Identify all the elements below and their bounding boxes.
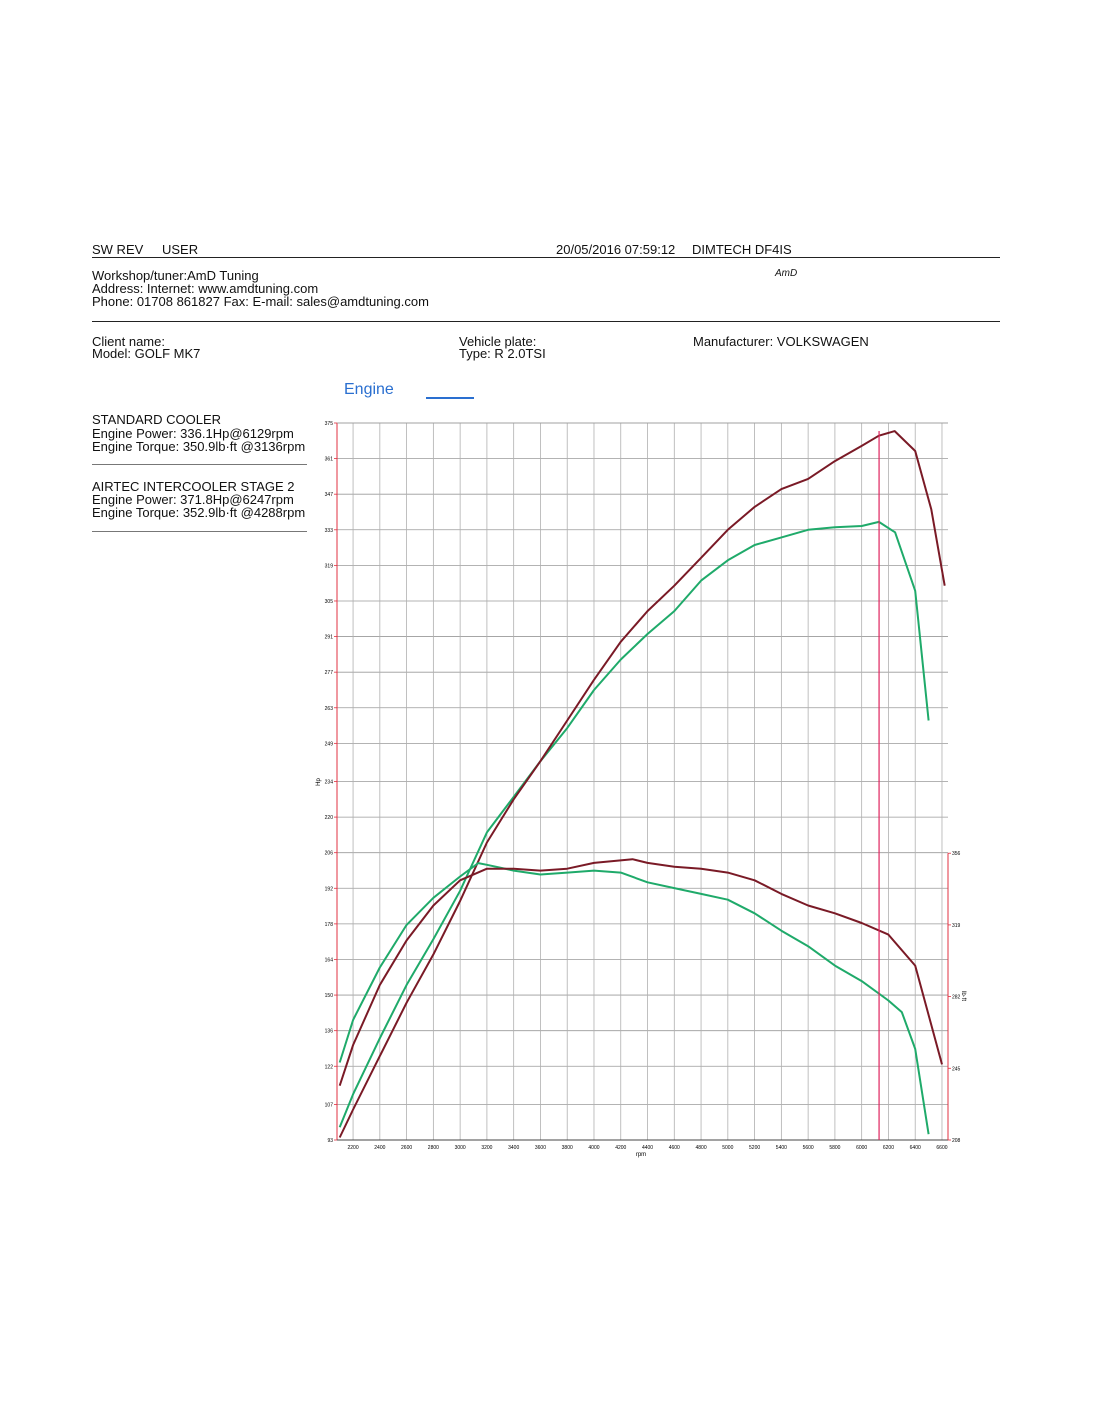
y2-tick-label: 319 bbox=[952, 923, 961, 929]
x-tick-label: 4800 bbox=[695, 1145, 706, 1151]
y-tick-label: 333 bbox=[325, 528, 334, 534]
workshop-line: Workshop/tuner:AmD Tuning bbox=[92, 268, 259, 283]
x-axis-label: rpm bbox=[636, 1152, 646, 1158]
x-tick-label: 2400 bbox=[374, 1145, 385, 1151]
y-tick-label: 277 bbox=[325, 670, 334, 676]
device: DIMTECH DF4IS bbox=[692, 242, 792, 257]
y-tick-label: 206 bbox=[325, 851, 334, 857]
chart-title: Engine bbox=[344, 381, 394, 398]
result-torque: Engine Torque: 350.9lb·ft @3136rpm bbox=[92, 439, 306, 454]
result-title: AIRTEC INTERCOOLER STAGE 2 bbox=[92, 479, 295, 494]
y-tick-label: 192 bbox=[325, 886, 334, 892]
x-tick-label: 4400 bbox=[642, 1145, 653, 1151]
series-line bbox=[338, 862, 930, 1135]
plate: Vehicle plate: bbox=[459, 334, 537, 349]
workshop-line: Address: Internet: www.amdtuning.com bbox=[92, 281, 319, 296]
y-tick-label: 319 bbox=[325, 563, 334, 569]
x-tick-label: 5800 bbox=[829, 1145, 840, 1151]
x-tick-label: 3400 bbox=[508, 1145, 519, 1151]
y-tick-label: 93 bbox=[327, 1138, 333, 1144]
y-tick-label: 178 bbox=[325, 922, 334, 928]
result-rule bbox=[92, 531, 307, 532]
result-power: Engine Power: 336.1Hp@6129rpm bbox=[92, 426, 294, 441]
y-tick-label: 150 bbox=[325, 993, 334, 999]
x-tick-label: 2600 bbox=[401, 1145, 412, 1151]
result-title: STANDARD COOLER bbox=[92, 412, 222, 427]
y-tick-label: 375 bbox=[325, 421, 334, 427]
x-tick-label: 3200 bbox=[481, 1145, 492, 1151]
y2-axis-label: lb·ft bbox=[960, 991, 966, 1001]
x-tick-label: 2200 bbox=[347, 1145, 358, 1151]
y-tick-label: 136 bbox=[325, 1029, 334, 1035]
x-tick-label: 2800 bbox=[428, 1145, 439, 1151]
x-tick-label: 5600 bbox=[803, 1145, 814, 1151]
user: USER bbox=[162, 242, 199, 257]
x-tick-label: 5000 bbox=[722, 1145, 733, 1151]
manufacturer: Manufacturer: VOLKSWAGEN bbox=[693, 334, 869, 349]
y-tick-label: 164 bbox=[325, 957, 334, 963]
series-line bbox=[338, 858, 943, 1087]
datetime: 20/05/2016 07:59:12 bbox=[556, 242, 676, 257]
workshop-line: Phone: 01708 861827 Fax: E-mail: sales@a… bbox=[92, 294, 429, 309]
y2-tick-label: 356 bbox=[952, 851, 961, 857]
x-tick-label: 6400 bbox=[910, 1145, 921, 1151]
x-tick-label: 4600 bbox=[669, 1145, 680, 1151]
y-tick-label: 249 bbox=[325, 741, 334, 747]
model: Model: GOLF MK7 bbox=[92, 346, 201, 361]
y-tick-label: 234 bbox=[325, 780, 334, 786]
y-tick-label: 263 bbox=[325, 706, 334, 712]
vehicle-type: Type: R 2.0TSI bbox=[459, 346, 546, 361]
x-tick-label: 3800 bbox=[562, 1145, 573, 1151]
y-tick-label: 122 bbox=[325, 1064, 334, 1070]
y-tick-label: 291 bbox=[325, 635, 334, 641]
logo: AmD bbox=[775, 268, 798, 279]
series-line bbox=[338, 430, 946, 1138]
y-tick-label: 347 bbox=[325, 492, 334, 498]
x-tick-label: 4000 bbox=[588, 1145, 599, 1151]
result-power: Engine Power: 371.8Hp@6247rpm bbox=[92, 492, 294, 507]
y2-tick-label: 282 bbox=[952, 995, 961, 1001]
result-rule bbox=[92, 464, 307, 465]
result-torque: Engine Torque: 352.9lb·ft @4288rpm bbox=[92, 505, 306, 520]
x-tick-label: 4200 bbox=[615, 1145, 626, 1151]
series-line bbox=[338, 520, 930, 1128]
y2-tick-label: 245 bbox=[952, 1066, 961, 1072]
x-tick-label: 6200 bbox=[883, 1145, 894, 1151]
x-tick-label: 5200 bbox=[749, 1145, 760, 1151]
y-tick-label: 361 bbox=[325, 457, 334, 463]
header-rule bbox=[92, 257, 1000, 258]
x-tick-label: 5400 bbox=[776, 1145, 787, 1151]
x-tick-label: 6000 bbox=[856, 1145, 867, 1151]
x-tick-label: 3000 bbox=[455, 1145, 466, 1151]
section-rule bbox=[92, 321, 1000, 322]
y-tick-label: 107 bbox=[325, 1102, 334, 1108]
client: Client name: bbox=[92, 334, 165, 349]
sw-rev: SW REV bbox=[92, 242, 144, 257]
y2-tick-label: 208 bbox=[952, 1138, 961, 1144]
x-tick-label: 3600 bbox=[535, 1145, 546, 1151]
y-tick-label: 220 bbox=[325, 815, 334, 821]
y-axis-label: Hp bbox=[316, 778, 322, 786]
x-tick-label: 6600 bbox=[936, 1145, 947, 1151]
y-tick-label: 305 bbox=[325, 599, 334, 605]
